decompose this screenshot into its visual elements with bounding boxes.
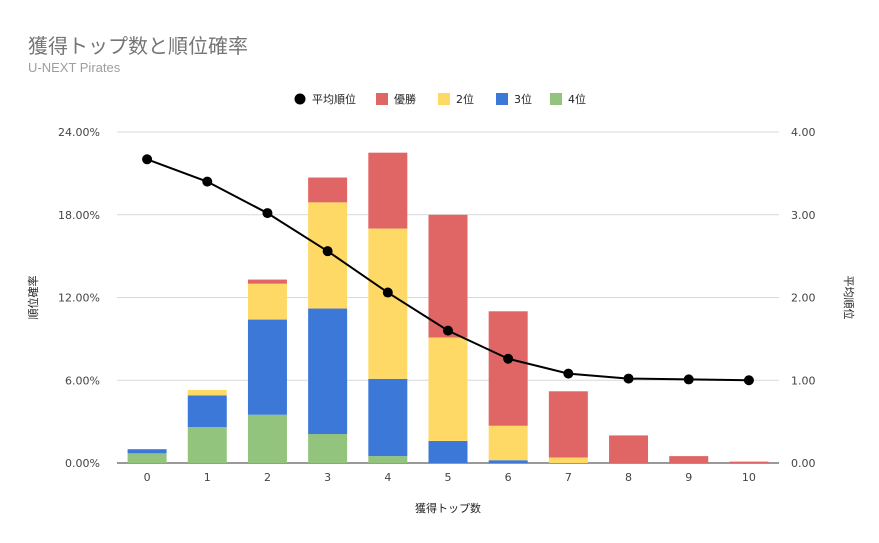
x-tick-label: 7 [565,471,572,484]
legend-label: 2位 [456,92,474,106]
bar-segment [368,228,408,379]
y-left-tick-label: 6.00% [65,374,100,387]
x-tick-label: 10 [742,471,756,484]
y-left-tick-label: 24.00% [58,126,100,139]
bar-segment [548,457,588,463]
y-left-tick-label: 18.00% [58,209,100,222]
bar-segment [368,456,408,463]
chart-title: 獲得トップ数と順位確率 [28,34,248,58]
bar-segment [308,308,348,435]
legend-marker [496,93,508,105]
x-tick-label: 3 [324,471,331,484]
bar-segment [247,319,287,415]
bar-segment [428,440,468,463]
y-left-tick-label: 12.00% [58,292,100,305]
bar-segment [729,461,769,463]
x-tick-label: 1 [204,471,211,484]
average-rank-point [683,374,694,385]
bar-segment [247,414,287,463]
average-rank-point [503,353,514,364]
bar-segment [488,425,528,461]
bar-segment [548,391,588,458]
average-rank-point [743,375,754,386]
bar-segment [669,456,709,463]
legend-marker [550,93,562,105]
bar-segment [247,283,287,320]
y-right-tick-label: 2.00 [791,292,816,305]
average-rank-point [443,325,453,336]
y-right-axis-title: 平均順位 [842,276,856,320]
y-right-tick-label: 3.00 [791,209,816,222]
x-tick-label: 2 [264,471,271,484]
x-tick-label: 8 [625,471,632,484]
y-right-tick-label: 1.00 [791,374,816,387]
average-rank-point [382,287,393,298]
legend-label: 平均順位 [312,92,356,106]
average-rank-point [202,176,213,187]
bar-segment [488,460,528,463]
bar-segment [127,453,167,463]
y-right-tick-label: 4.00 [791,126,816,139]
legend-marker [438,93,450,105]
bar-segment [127,449,167,454]
legend-marker [294,93,306,105]
bar-segment [308,177,348,203]
bar-segment [609,435,649,463]
x-tick-label: 9 [685,471,692,484]
x-tick-label: 6 [505,471,512,484]
bar-segment [187,395,227,428]
bar-segment [428,214,468,338]
legend-label: 優勝 [394,92,416,106]
bar-segment [428,337,468,441]
bar-segment [488,311,528,426]
chart-subtitle: U-NEXT Pirates [28,60,121,75]
average-rank-point [322,246,333,257]
y-left-tick-label: 0.00% [65,457,100,470]
legend-marker [376,93,388,105]
average-rank-point [623,373,634,384]
average-rank-point [142,154,153,165]
bar-segment [187,389,227,396]
legend-label: 3位 [514,92,532,106]
y-right-tick-label: 0.00 [791,457,816,470]
x-tick-label: 4 [384,471,391,484]
y-left-axis-title: 順位確率 [26,276,40,320]
x-axis-title: 獲得トップ数 [415,502,481,515]
bar-segment [187,427,227,463]
x-tick-label: 5 [445,471,452,484]
x-tick-label: 0 [144,471,151,484]
legend-label: 4位 [568,92,586,106]
bar-segment [247,279,287,284]
bar-segment [368,378,408,457]
average-rank-point [563,368,574,379]
bar-segment [308,434,348,463]
average-rank-point [262,208,273,219]
bar-segment [368,152,408,229]
